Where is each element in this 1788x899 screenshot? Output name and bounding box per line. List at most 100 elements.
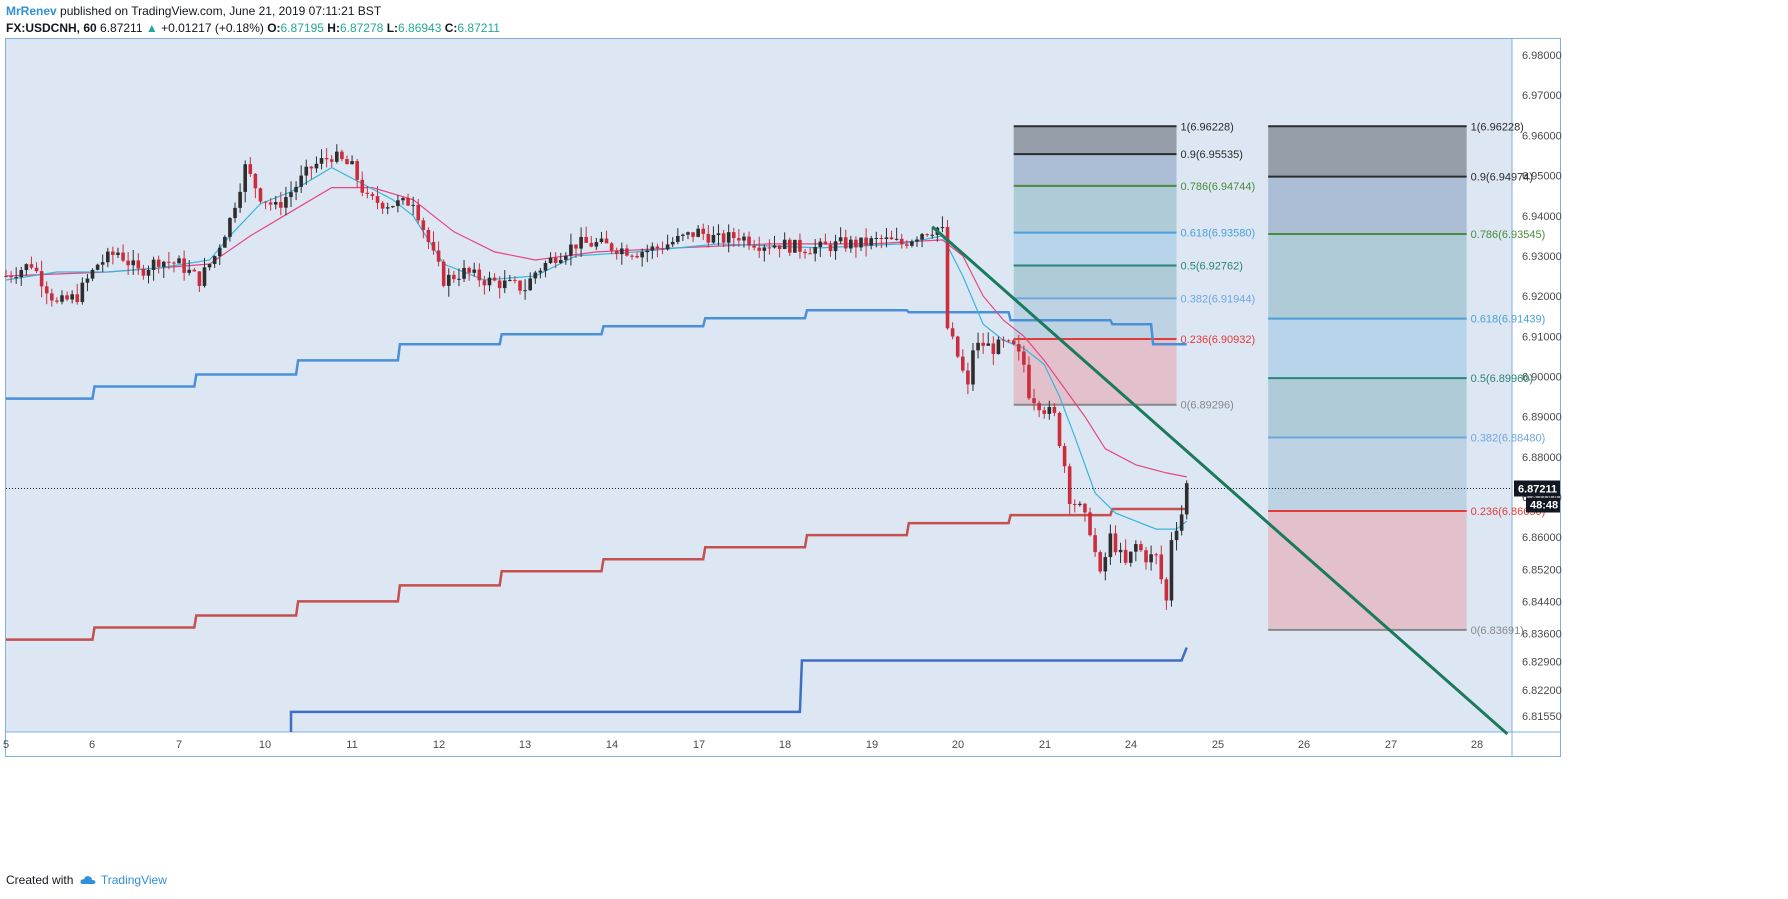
candle-body: [543, 262, 548, 271]
price-tick-label: 6.90000: [1522, 371, 1562, 383]
candle-body: [299, 175, 303, 187]
candle-body: [793, 239, 797, 253]
countdown-badge-text: 48:48: [1530, 500, 1558, 512]
candle: [1123, 539, 1128, 565]
candle: [823, 233, 828, 245]
candle: [431, 231, 436, 255]
candle-body: [553, 257, 558, 263]
fib-zone: [1268, 176, 1467, 235]
candle: [548, 252, 553, 265]
candle: [625, 244, 629, 257]
candle-body: [742, 236, 746, 241]
tradingview-link[interactable]: TradingView: [100, 873, 167, 887]
candle: [1047, 400, 1052, 420]
candle: [1134, 540, 1138, 562]
candle: [787, 237, 792, 256]
candle-body: [411, 204, 415, 206]
candlesticks: [4, 144, 1189, 610]
fib-level-label: 0(6.83691): [1471, 625, 1524, 637]
candle-body: [1057, 412, 1062, 447]
candle: [441, 259, 446, 288]
candle-body: [294, 186, 298, 193]
candle: [915, 236, 919, 247]
trend-line: [931, 225, 1509, 736]
candle-body: [304, 166, 309, 176]
candle-body: [1006, 340, 1011, 342]
candle-body: [681, 234, 685, 236]
time-tick-label: 20: [952, 739, 964, 751]
candle-body: [55, 300, 59, 302]
candle: [833, 234, 838, 260]
candle-body: [604, 238, 609, 244]
fib-zone: [1013, 154, 1177, 186]
candle-body: [782, 239, 787, 250]
candle: [111, 246, 115, 265]
candle: [731, 227, 736, 247]
candle-body: [665, 244, 670, 250]
candle-body: [737, 238, 741, 241]
candle: [945, 219, 950, 330]
candle-body: [314, 163, 319, 169]
candle: [223, 235, 227, 248]
candle: [579, 227, 583, 258]
candle: [630, 254, 634, 260]
candle-body: [818, 241, 823, 248]
candle: [1118, 542, 1123, 564]
candle: [849, 235, 853, 253]
candle: [202, 257, 207, 288]
candle: [971, 342, 975, 391]
time-axis: 5 6 7 10 11 12 13 14 17 18 19 20 21 24 25 26 27 28: [3, 739, 1483, 751]
time-tick-label: 19: [866, 739, 878, 751]
candle-body: [1103, 557, 1108, 572]
candle-body: [156, 259, 161, 267]
candle-body: [691, 232, 695, 237]
candle: [620, 242, 624, 265]
author-name[interactable]: MrRenev: [6, 4, 57, 18]
candle: [65, 291, 69, 302]
fib-zone: [1013, 126, 1177, 155]
candle: [670, 237, 675, 247]
candle: [309, 165, 314, 180]
candle: [187, 259, 192, 276]
candle: [324, 148, 329, 168]
candle-body: [24, 264, 29, 271]
candle-body: [335, 151, 339, 162]
candle: [90, 268, 95, 282]
candle: [380, 201, 385, 214]
candle-body: [635, 255, 639, 258]
last-price-badge-text: 6.87211: [1518, 484, 1557, 496]
candle: [146, 265, 151, 284]
lower-band-line: [289, 647, 1188, 732]
high-label: H:: [327, 21, 340, 35]
candle: [1032, 389, 1036, 411]
candle: [50, 288, 54, 307]
last-price: 6.87211: [100, 21, 143, 35]
candle-body: [762, 247, 767, 251]
candle-body: [1047, 406, 1052, 414]
fib-zone: [1013, 185, 1177, 233]
time-tick-label: 18: [779, 739, 791, 751]
candle-body: [116, 252, 120, 255]
candle: [574, 244, 578, 259]
candle-body: [889, 237, 894, 240]
candle: [986, 332, 991, 346]
candle: [1016, 335, 1021, 361]
candle: [762, 244, 767, 262]
candle-body: [787, 239, 792, 253]
candle-body: [217, 247, 222, 257]
candle-body: [981, 342, 985, 346]
candle-body: [85, 278, 90, 283]
candle: [4, 269, 8, 278]
candle-body: [375, 196, 380, 203]
candle: [660, 241, 665, 255]
candle: [681, 233, 685, 242]
candle-body: [4, 276, 8, 278]
candle: [543, 260, 548, 278]
candle-body: [396, 200, 400, 207]
candle: [294, 181, 298, 201]
publish-info: published on TradingView.com, June 21, 2…: [60, 4, 382, 18]
candle-body: [1154, 554, 1158, 556]
candle: [894, 227, 899, 241]
close-value: 6.87211: [457, 21, 500, 35]
